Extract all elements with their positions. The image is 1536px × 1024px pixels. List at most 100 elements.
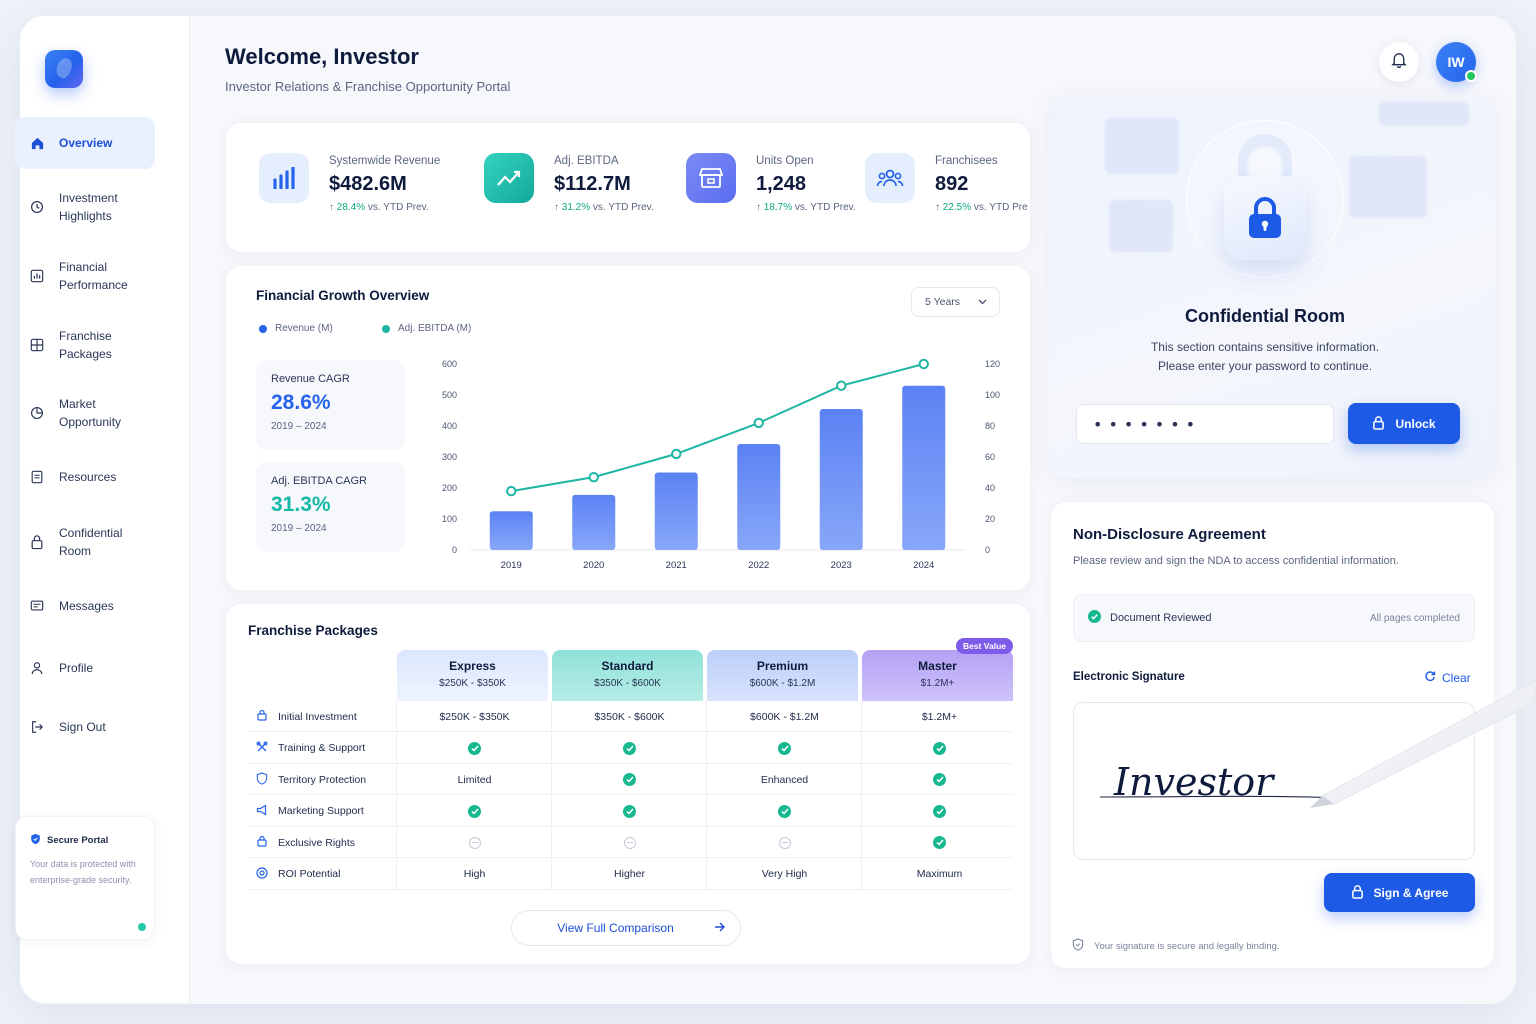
period-select-value: 5 Years — [925, 296, 961, 308]
period-select[interactable]: 5 Years — [911, 287, 1000, 317]
row-label: Marketing Support — [256, 796, 364, 827]
y-right-tick-label: 40 — [985, 483, 995, 493]
kpi-change: ↑ 28.4% vs. YTD Prev. — [329, 202, 429, 213]
sign-and-agree-button[interactable]: Sign & Agree — [1324, 873, 1475, 912]
row-label: Initial Investment — [256, 701, 357, 732]
sidebar-item-label: Confidential Room — [59, 526, 123, 558]
table-row: ROI Potential High Higher Very High Maximum — [248, 859, 1013, 890]
table-row: Initial Investment $250K - $350K $350K - $… — [248, 701, 1013, 732]
sidebar-item-label: Franchise Packages — [59, 329, 112, 361]
shield-icon — [256, 771, 268, 788]
row-label-text: Training & Support — [278, 742, 366, 754]
sidebar-item-label: Overview — [59, 136, 113, 150]
sidebar-item-resources[interactable]: Resources — [15, 467, 155, 487]
page-title: Welcome, Investor — [225, 44, 419, 69]
check-circle-icon — [933, 741, 946, 755]
sidebar-item-label: Messages — [59, 599, 114, 613]
check-circle-icon — [623, 804, 636, 818]
document-status-text: Document Reviewed — [1110, 612, 1212, 624]
y-right-tick-label: 60 — [985, 452, 995, 462]
minus-circle-icon — [623, 836, 636, 849]
check-cell — [862, 764, 1017, 795]
cagr-years: 2019 – 2024 — [271, 421, 327, 432]
tier-range: $600K - $1.2M — [749, 678, 816, 689]
kpi-label: Franchisees — [935, 155, 998, 167]
check-circle-icon — [778, 741, 791, 755]
tier-range: $350K - $600K — [594, 678, 661, 689]
sidebar-item-label: Market Opportunity — [59, 397, 122, 429]
signature-pad[interactable]: Investor — [1073, 702, 1475, 860]
check-circle-icon — [623, 773, 636, 786]
row-label: Territory Protection — [256, 764, 366, 795]
table-row: Territory Protection Limited Enhanced — [248, 764, 1013, 795]
nda-title: Non-Disclosure Agreement — [1073, 526, 1266, 543]
sidebar-item-franchise-packages[interactable]: Franchise Packages — [15, 325, 155, 365]
document-icon — [29, 469, 45, 485]
check-cell — [862, 796, 1017, 827]
clear-signature-button[interactable]: Clear — [1424, 670, 1471, 685]
sidebar-item-sign-out[interactable]: Sign Out — [15, 717, 155, 737]
kpi-systemwide-revenue: Systemwide Revenue $482.6M ↑ 28.4% vs. Y… — [259, 153, 440, 213]
folder-decoration — [1379, 102, 1469, 126]
check-circle-icon — [1088, 610, 1101, 626]
table-cell: Higher — [614, 868, 645, 880]
table-cell: Maximum — [916, 868, 963, 880]
kpi-change: ↑ 31.2% vs. YTD Prev. — [554, 202, 654, 213]
view-full-comparison-button[interactable]: View Full Comparison — [511, 910, 741, 946]
kpi-label: Adj. EBITDA — [554, 155, 619, 167]
sidebar-item-messages[interactable]: Messages — [15, 596, 155, 616]
row-label: Exclusive Rights — [256, 827, 355, 858]
kpi-adj-ebitda: Adj. EBITDA $112.7M ↑ 31.2% vs. YTD Prev… — [484, 153, 654, 213]
notifications-button[interactable] — [1379, 42, 1419, 82]
check-cell — [552, 733, 707, 764]
sidebar-item-label: Profile — [59, 661, 94, 675]
unlock-button[interactable]: Unlock — [1348, 403, 1460, 444]
nda-text: Please review and sign the NDA to access… — [1073, 555, 1399, 567]
y-right-tick-label: 120 — [985, 359, 1000, 369]
tier-name: Standard — [601, 659, 654, 673]
kpi-units-open: Units Open 1,248 ↑ 18.7% vs. YTD Prev. — [686, 153, 856, 213]
kpi-label: Units Open — [756, 155, 814, 167]
tier-range: $250K - $350K — [439, 678, 506, 689]
sidebar-item-profile[interactable]: Profile — [15, 658, 155, 678]
divider — [551, 701, 552, 891]
document-reviewed-status: Document Reviewed All pages completed — [1073, 594, 1475, 642]
not-included-cell — [397, 827, 552, 858]
sidebar-item-confidential-room[interactable]: Confidential Room — [15, 522, 155, 562]
sidebar-item-investment-highlights[interactable]: Investment Highlights — [15, 187, 155, 227]
check-cell — [397, 796, 552, 827]
sidebar-item-market-opportunity[interactable]: Market Opportunity — [15, 393, 155, 433]
trend-up-icon — [484, 153, 534, 203]
kpi-value: 1,248 — [756, 173, 807, 195]
kpi-value: $482.6M — [329, 173, 407, 195]
tier-name: Premium — [756, 659, 809, 673]
online-status-dot — [1465, 70, 1477, 82]
x-tick-label: 2019 — [501, 560, 522, 571]
y-left-tick-label: 400 — [442, 421, 457, 431]
message-icon — [29, 598, 45, 614]
unlock-label: Unlock — [1395, 416, 1436, 431]
row-label-text: Marketing Support — [278, 805, 364, 817]
kpi-change: ↑ 22.5% vs. YTD Pre — [935, 202, 1028, 213]
not-included-cell — [552, 827, 707, 858]
table-row: Training & Support — [248, 733, 1013, 764]
check-circle-icon — [623, 741, 636, 755]
tier-header-premium: Premium $600K - $1.2M — [707, 650, 858, 701]
ebitda-point — [588, 471, 599, 483]
sidebar-item-overview[interactable]: Overview — [15, 117, 155, 169]
store-icon — [686, 153, 736, 203]
lock-icon — [1372, 415, 1385, 433]
minus-circle-icon — [468, 836, 481, 849]
secure-portal-text: Your data is protected with enterprise-g… — [30, 859, 136, 885]
kpi-change-pct: 18.7% — [763, 202, 793, 213]
financial-growth-title: Financial Growth Overview — [256, 288, 430, 303]
kpi-change-pct: 28.4% — [336, 202, 366, 213]
password-input[interactable] — [1076, 404, 1334, 444]
folder-decoration — [1105, 118, 1179, 174]
x-tick-label: 2021 — [666, 560, 687, 571]
kpi-change-suffix: vs. YTD Prev. — [592, 202, 654, 213]
sidebar-item-financial-performance[interactable]: Financial Performance — [15, 256, 155, 296]
logo[interactable] — [45, 50, 83, 88]
legend-label: Adj. EBITDA (M) — [398, 323, 472, 334]
kpi-value: 892 — [935, 173, 969, 195]
